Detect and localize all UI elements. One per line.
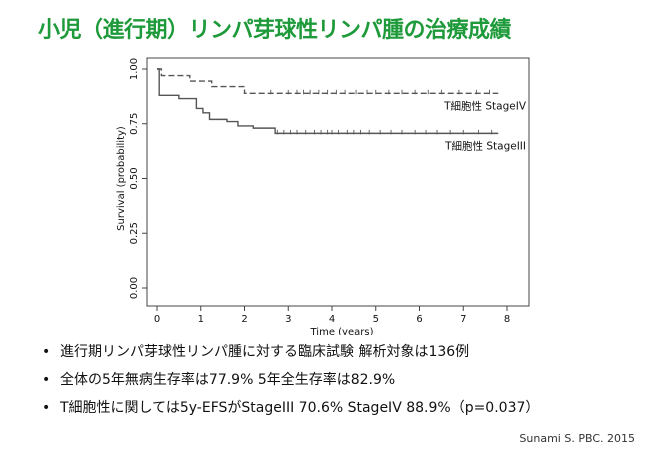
x-tick-label: 2: [241, 314, 247, 325]
y-axis-title: Survival (probability): [116, 126, 127, 231]
x-tick-label: 6: [416, 314, 422, 325]
x-tick-label: 7: [460, 314, 466, 325]
chart-series: [157, 68, 499, 135]
bullet-item: • 進行期リンパ芽球性リンパ腫に対する臨床試験 解析対象は136例: [38, 343, 539, 361]
legend-label: T細胞性 StageIV: [443, 99, 527, 112]
bullet-dot: •: [42, 400, 51, 416]
bullet-dot: •: [42, 372, 51, 388]
x-tick-label: 5: [373, 314, 379, 325]
y-tick-label: 0.25: [129, 222, 140, 244]
bullet-text: T細胞性に関しては5y-EFSがStageIII 70.6% StageIV 8…: [60, 400, 540, 416]
series-line-stageiv: [157, 68, 499, 95]
chart-axes: 0 1 2 3 4 5 6 7 8 0.00 0.25 0.50 0.75 1.00 Time (years…: [116, 58, 510, 335]
bullet-text: 全体の5年無病生存率は77.9% 5年全生存率は82.9%: [60, 372, 396, 388]
bullet-text: 進行期リンパ芽球性リンパ腫に対する臨床試験 解析対象は136例: [60, 344, 470, 360]
x-tick-label: 4: [329, 314, 335, 325]
x-tick-label: 1: [198, 314, 204, 325]
y-tick-label: 1.00: [129, 58, 140, 80]
x-tick-label: 3: [285, 314, 291, 325]
x-axis-title: Time (years): [310, 327, 374, 335]
bullet-item: • T細胞性に関しては5y-EFSがStageIII 70.6% StageIV …: [38, 399, 539, 417]
bullet-list: • 進行期リンパ芽球性リンパ腫に対する臨床試験 解析対象は136例 • 全体の5年無…: [38, 343, 539, 427]
citation: Sunami S. PBC. 2015: [519, 432, 635, 445]
bullet-dot: •: [42, 344, 51, 360]
survival-chart: 0 1 2 3 4 5 6 7 8 0.00 0.25 0.50 0.75 1.00 Time (years…: [116, 57, 530, 335]
y-tick-label: 0.50: [129, 167, 140, 189]
plot-frame: [146, 57, 530, 307]
y-tick-label: 0.75: [129, 113, 140, 135]
x-tick-label: 0: [154, 314, 160, 325]
chart-legend: T細胞性 StageIV T細胞性 StageIII: [443, 99, 527, 152]
legend-label: T細胞性 StageIII: [444, 139, 526, 152]
bullet-item: • 全体の5年無病生存率は77.9% 5年全生存率は82.9%: [38, 371, 539, 389]
series-line-stageiii: [157, 68, 499, 135]
y-tick-label: 0.00: [129, 277, 140, 299]
x-tick-label: 8: [504, 314, 510, 325]
slide-title: 小児（進行期）リンパ芽球性リンパ腫の治療成績: [38, 18, 512, 43]
